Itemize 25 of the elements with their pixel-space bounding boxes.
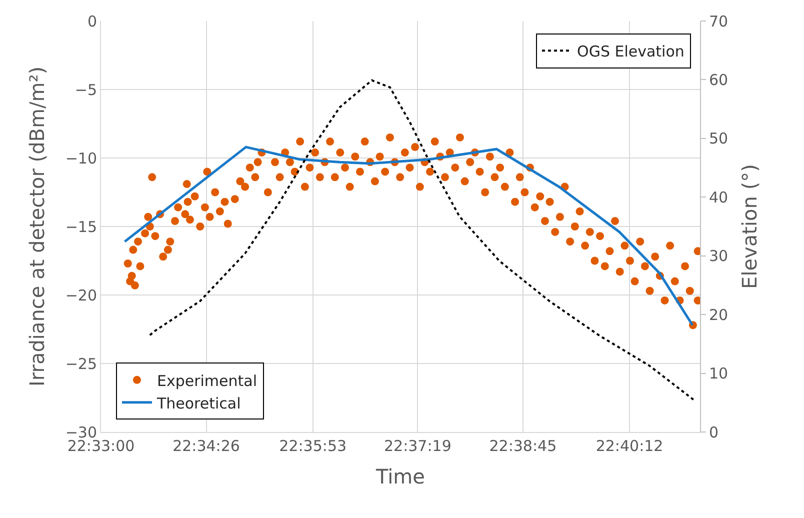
y2-tick-label: 10 <box>709 364 728 383</box>
x-tick-label: 22:35:53 <box>279 437 347 455</box>
y-tick-label: −10 <box>65 149 97 168</box>
y-tick-label: 0 <box>87 12 97 30</box>
legend-label: OGS Elevation <box>577 42 684 60</box>
y2-tick-label: 40 <box>709 188 728 206</box>
y-axis-title: Irradiance at detector (dBm/m²) <box>24 66 49 387</box>
y2-tick-label: 30 <box>709 247 728 266</box>
y2-axis-title: Elevation (°) <box>738 164 762 289</box>
y-tick-label: −25 <box>65 354 97 373</box>
x-tick-label: 22:40:12 <box>596 437 664 455</box>
legend-label: Experimental <box>156 372 258 390</box>
x-tick-label: 22:37:19 <box>384 437 452 455</box>
y2-tick-label: 20 <box>709 306 728 324</box>
x-tick-label: 22:38:45 <box>489 437 557 455</box>
y2-tick-label: 50 <box>709 130 728 148</box>
legend-label: Theoretical <box>156 394 241 412</box>
y2-tick-label: 70 <box>709 12 728 30</box>
x-axis-title: Time <box>375 464 425 488</box>
y2-tick-label: 0 <box>709 423 719 442</box>
y-tick-label: −20 <box>65 286 97 304</box>
y-tick-label: −15 <box>65 218 97 236</box>
x-tick-label: 22:34:26 <box>172 437 240 455</box>
y-tick-label: −5 <box>74 80 97 99</box>
y2-tick-label: 60 <box>709 70 728 89</box>
